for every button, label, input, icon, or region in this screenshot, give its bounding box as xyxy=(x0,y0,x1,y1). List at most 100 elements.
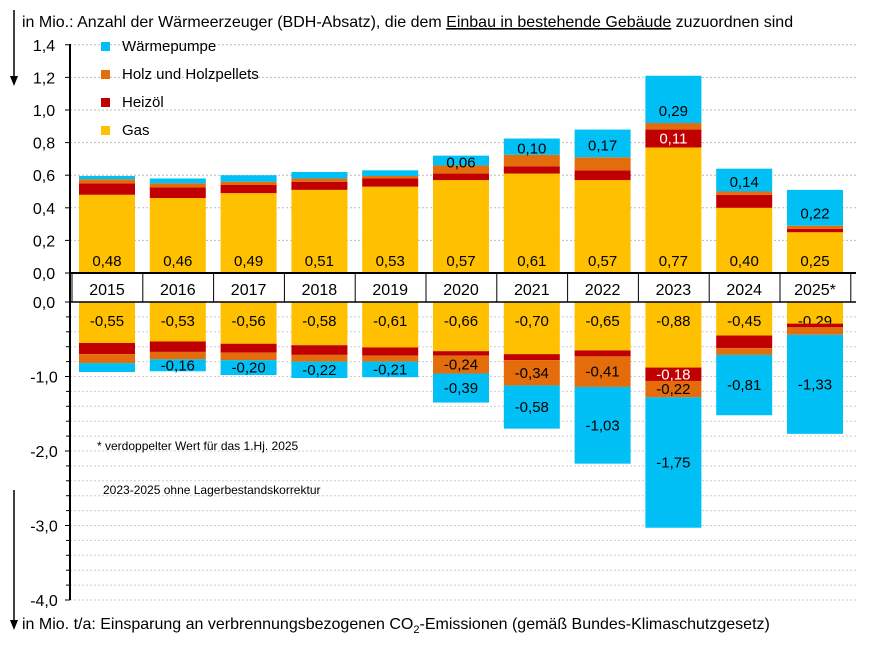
bar-gas-2021 xyxy=(503,173,560,273)
bar-holz-und-holzpellets-2015 xyxy=(79,354,135,364)
data-label: 0,10 xyxy=(517,141,546,158)
bar-wärmepumpe-2025* xyxy=(787,334,843,434)
bar-wärmepumpe-2023 xyxy=(645,397,702,528)
bar-gas-2022 xyxy=(574,302,631,351)
x-tick-label: 2020 xyxy=(443,282,479,299)
bar-heizöl-2015 xyxy=(79,342,135,355)
x-tick-label: 2022 xyxy=(585,282,621,299)
y-tick-label: -1,0 xyxy=(30,370,58,387)
bottom-chart-title: in Mio. t/a: Einsparung an verbrennungsb… xyxy=(22,616,770,636)
bar-wärmepumpe-2019 xyxy=(362,361,419,378)
bar-wärmepumpe-2016 xyxy=(149,359,206,372)
x-tick-label: 2021 xyxy=(514,282,550,299)
bar-gas-2023 xyxy=(645,302,702,368)
annotation-note: 2023-2025 ohne Lagerbestandskorrektur xyxy=(103,483,321,497)
legend-label: Wärmepumpe xyxy=(122,38,216,55)
bar-holz-und-holzpellets-2020 xyxy=(433,355,489,374)
bar-holz-und-holzpellets-2021 xyxy=(503,360,560,386)
data-label: 0,46 xyxy=(163,253,192,270)
bar-heizöl-2024 xyxy=(716,335,773,349)
data-label: 0,57 xyxy=(446,253,475,270)
bar-wärmepumpe-2017 xyxy=(220,360,277,376)
data-label: -0,66 xyxy=(444,313,478,330)
bar-gas-2025* xyxy=(787,302,843,324)
bar-gas-2018 xyxy=(291,302,348,346)
bar-heizöl-2015 xyxy=(79,183,135,195)
data-label: 0,11 xyxy=(659,131,687,148)
y-tick-label: 0,2 xyxy=(33,233,55,250)
title-part: 2 xyxy=(413,624,419,636)
bar-heizöl-2022 xyxy=(574,350,631,357)
y-tick-label: -4,0 xyxy=(30,593,58,610)
y-tick-label: 1,0 xyxy=(33,103,55,120)
bar-wärmepumpe-2018 xyxy=(291,171,348,179)
legend-swatch xyxy=(101,126,110,135)
title-part: zuzuordnen sind xyxy=(671,14,793,31)
bar-heizöl-2025* xyxy=(787,228,843,233)
bar-holz-und-holzpellets-2017 xyxy=(220,181,277,185)
bar-heizöl-2023 xyxy=(645,129,702,148)
bar-holz-und-holzpellets-2024 xyxy=(716,348,773,355)
bar-wärmepumpe-2020 xyxy=(433,373,489,403)
legend-swatch xyxy=(101,98,110,107)
data-label: -0,53 xyxy=(161,313,195,330)
data-label: -0,55 xyxy=(90,313,124,330)
arrow-down-icon xyxy=(10,76,18,86)
bar-gas-2019 xyxy=(362,186,419,273)
bar-wärmepumpe-2020 xyxy=(433,155,489,166)
bar-gas-2020 xyxy=(433,302,489,352)
data-label: 0,48 xyxy=(92,253,121,270)
bar-holz-und-holzpellets-2016 xyxy=(149,183,206,188)
bar-heizöl-2018 xyxy=(291,345,348,355)
bar-heizöl-2022 xyxy=(574,170,631,181)
data-label: -0,56 xyxy=(231,313,265,330)
legend-swatch xyxy=(101,70,110,79)
data-label: 0,25 xyxy=(800,253,829,270)
data-label: 0,14 xyxy=(730,174,759,191)
annotation-footnote: * verdoppelter Wert für das 1.Hj. 2025 xyxy=(97,439,299,453)
bar-gas-2015 xyxy=(79,194,135,273)
bar-holz-und-holzpellets-2025* xyxy=(787,327,843,335)
bar-holz-und-holzpellets-2018 xyxy=(291,178,348,182)
bar-wärmepumpe-2019 xyxy=(362,170,419,177)
bar-heizöl-2023 xyxy=(645,367,702,381)
bar-heizöl-2025* xyxy=(787,323,843,328)
data-label: 0,77 xyxy=(659,253,688,270)
bar-holz-und-holzpellets-2021 xyxy=(503,154,560,167)
x-tick-label: 2019 xyxy=(372,282,408,299)
bar-gas-2016 xyxy=(149,198,206,273)
legend-label: Heizöl xyxy=(122,94,164,111)
data-label: 0,51 xyxy=(305,253,334,270)
bar-wärmepumpe-2024 xyxy=(716,354,773,416)
data-label: 0,06 xyxy=(446,155,475,172)
data-label: -0,24 xyxy=(444,357,478,374)
bar-heizöl-2020 xyxy=(433,173,489,181)
bar-gas-2015 xyxy=(79,302,135,343)
y-tick-label: 0,6 xyxy=(33,168,55,185)
bar-holz-und-holzpellets-2023 xyxy=(645,123,702,130)
bar-holz-und-holzpellets-2018 xyxy=(291,354,348,362)
bar-heizöl-2024 xyxy=(716,194,773,208)
data-label: -0,88 xyxy=(656,313,690,330)
data-label: 0,17 xyxy=(588,137,617,154)
bar-holz-und-holzpellets-2025* xyxy=(787,225,843,229)
bar-holz-und-holzpellets-2024 xyxy=(716,191,773,195)
data-label: -0,16 xyxy=(161,357,195,374)
bar-holz-und-holzpellets-2019 xyxy=(362,176,419,179)
bar-heizöl-2018 xyxy=(291,181,348,190)
bar-heizöl-2017 xyxy=(220,184,277,194)
y-tick-label: -3,0 xyxy=(30,519,58,536)
data-label: -1,75 xyxy=(656,455,690,472)
bar-wärmepumpe-2015 xyxy=(79,176,135,180)
data-label: -0,39 xyxy=(444,380,478,397)
x-tick-label: 2023 xyxy=(656,282,692,299)
bar-wärmepumpe-2022 xyxy=(574,386,631,464)
bar-gas-2018 xyxy=(291,189,348,273)
top-chart-title: in Mio.: Anzahl der Wärmeerzeuger (BDH-A… xyxy=(22,14,793,31)
data-label: 0,40 xyxy=(730,253,759,270)
bar-wärmepumpe-2023 xyxy=(645,75,702,124)
data-label: -0,20 xyxy=(231,360,265,377)
bar-holz-und-holzpellets-2016 xyxy=(149,351,206,360)
bar-holz-und-holzpellets-2020 xyxy=(433,165,489,174)
